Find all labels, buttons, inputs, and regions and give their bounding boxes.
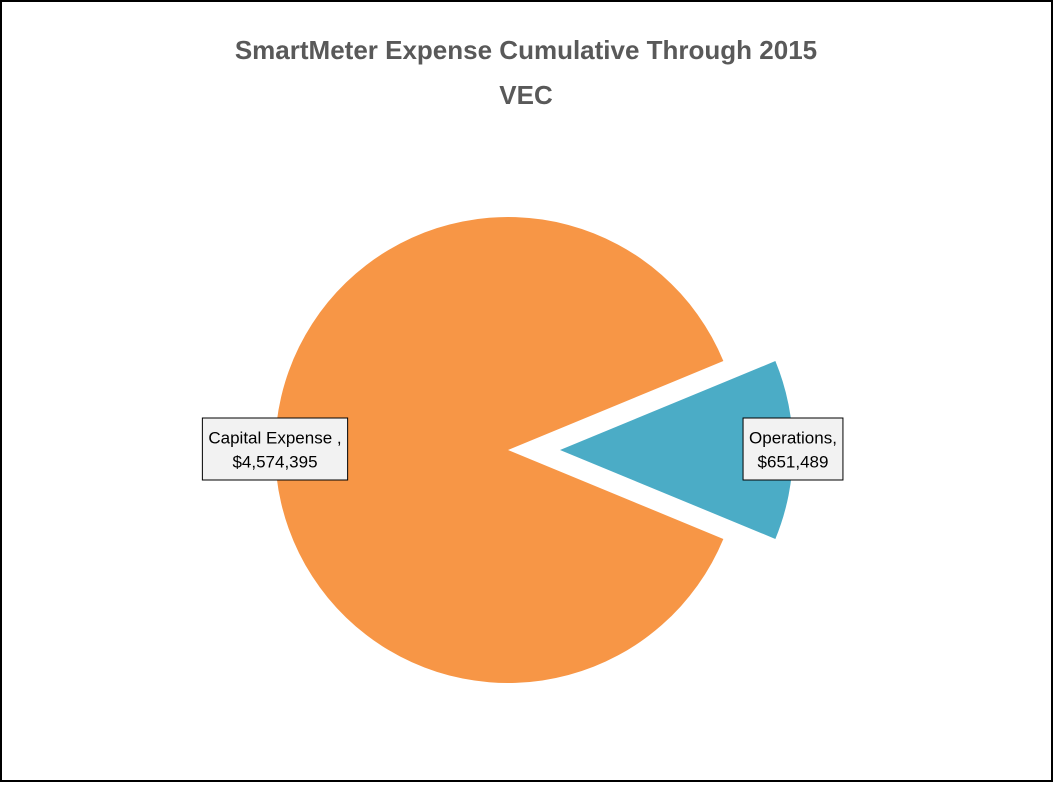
data-label-value: $651,489 (758, 452, 829, 471)
data-label-box (201, 417, 349, 481)
chart-title: SmartMeter Expense Cumulative Through 20… (235, 35, 817, 65)
data-label-category: Operations, (749, 428, 837, 447)
data-label: Capital Expense , $4,574,395 (201, 417, 349, 481)
data-label-category: Capital Expense , (208, 428, 341, 447)
data-label-value: $4,574,395 (232, 452, 317, 471)
pie-slice (560, 361, 793, 539)
pie-slice (274, 217, 724, 684)
data-label-box (742, 417, 844, 481)
data-label: Operations, $651,489 (742, 417, 844, 481)
chart-subtitle: VEC (499, 80, 553, 110)
